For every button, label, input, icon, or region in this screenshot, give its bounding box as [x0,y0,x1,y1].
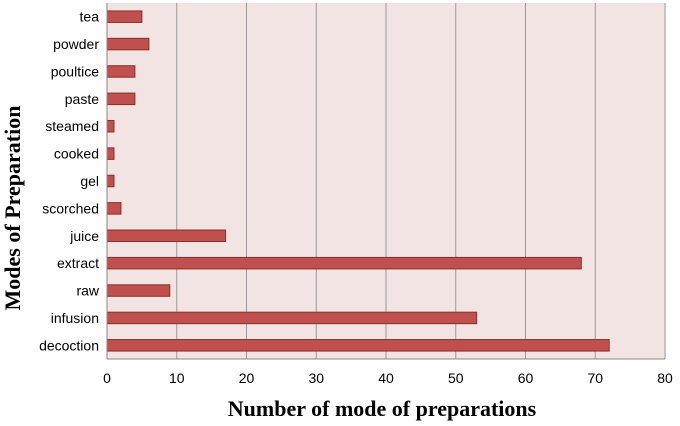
bar-powder [106,37,150,51]
y-tick-label: powder [53,36,99,52]
bar-steamed [106,119,115,133]
grid-lines [176,3,666,359]
x-tick-label: 20 [239,370,255,386]
y-tick-label: paste [65,91,99,107]
x-tick-label: 70 [587,370,603,386]
bar-infusion [106,311,478,325]
y-tick-labels: tea powder poultice paste steamed cooked gel sc… [39,9,100,354]
y-tick-label: scorched [42,200,99,216]
bar-extract [106,256,582,270]
y-tick-label: juice [69,228,99,244]
bar-decoction [106,339,610,352]
y-axis-title: Modes of Preparation [0,106,25,311]
axes [106,3,665,360]
y-tick-label: gel [80,173,99,189]
x-tick-label: 60 [518,370,534,386]
bar-poultice [106,65,136,78]
y-tick-label: extract [57,255,99,271]
y-tick-label: steamed [45,118,99,134]
y-tick-label: infusion [51,310,99,326]
x-tick-labels: 0 10 20 30 40 50 60 70 80 [103,370,673,386]
y-tick-label: tea [80,9,100,25]
bar-gel [106,174,115,188]
y-tick-label: raw [76,283,99,299]
x-tick-label: 80 [657,370,673,386]
x-tick-label: 10 [169,370,185,386]
x-tick-label: 0 [103,370,111,386]
y-tick-label: decoction [39,337,99,353]
x-tick-label: 40 [378,370,394,386]
bars [106,10,610,352]
x-tick-label: 30 [308,370,324,386]
y-tick-label: poultice [51,63,99,79]
bar-juice [106,229,227,243]
bar-scorched [106,202,122,215]
bar-raw [106,284,171,297]
x-tick-label: 50 [448,370,464,386]
bar-cooked [106,147,115,160]
x-axis-title: Number of mode of preparations [228,396,537,421]
bar-tea [106,10,143,23]
bar-paste [106,92,136,106]
y-tick-label: cooked [54,146,99,162]
